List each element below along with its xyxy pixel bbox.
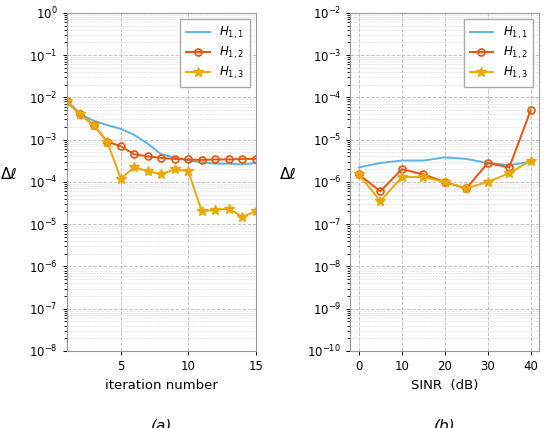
Text: (b): (b) bbox=[434, 419, 455, 428]
Line: $H_{1,2}$: $H_{1,2}$ bbox=[355, 107, 534, 195]
$H_{1,3}$ bbox=[252, 209, 259, 214]
$H_{1,3}$ bbox=[63, 99, 70, 104]
$H_{1,2}$ bbox=[63, 99, 70, 104]
$H_{1,3}$ bbox=[399, 175, 405, 180]
$H_{1,1}$ bbox=[355, 165, 362, 170]
$H_{1,1}$ bbox=[77, 112, 83, 117]
Line: $H_{1,1}$: $H_{1,1}$ bbox=[67, 101, 256, 164]
$H_{1,1}$ bbox=[399, 158, 405, 163]
$H_{1,1}$ bbox=[225, 161, 232, 166]
$H_{1,3}$ bbox=[225, 206, 232, 211]
Line: $H_{1,3}$: $H_{1,3}$ bbox=[62, 97, 261, 222]
$H_{1,3}$ bbox=[77, 112, 83, 117]
X-axis label: SINR  (dB): SINR (dB) bbox=[411, 378, 479, 392]
$H_{1,2}$ bbox=[484, 160, 491, 166]
$H_{1,3}$ bbox=[506, 171, 513, 176]
$H_{1,2}$ bbox=[104, 139, 111, 144]
$H_{1,1}$ bbox=[198, 160, 205, 165]
$H_{1,2}$ bbox=[528, 107, 534, 113]
$H_{1,2}$ bbox=[185, 157, 192, 162]
$H_{1,1}$ bbox=[185, 158, 192, 163]
$H_{1,2}$ bbox=[506, 165, 513, 170]
$H_{1,2}$ bbox=[158, 155, 165, 160]
$H_{1,2}$ bbox=[131, 152, 137, 157]
Legend: $H_{1,1}$, $H_{1,2}$, $H_{1,3}$: $H_{1,1}$, $H_{1,2}$, $H_{1,3}$ bbox=[180, 19, 250, 87]
$H_{1,3}$ bbox=[528, 158, 534, 163]
$H_{1,1}$ bbox=[104, 122, 111, 128]
$H_{1,1}$ bbox=[420, 158, 426, 163]
$H_{1,1}$ bbox=[252, 160, 259, 166]
$H_{1,2}$ bbox=[145, 154, 151, 159]
X-axis label: iteration number: iteration number bbox=[105, 378, 218, 392]
$H_{1,2}$ bbox=[399, 166, 405, 172]
$H_{1,3}$ bbox=[198, 209, 205, 214]
$H_{1,2}$ bbox=[441, 179, 448, 184]
$H_{1,3}$ bbox=[420, 175, 426, 180]
$H_{1,1}$ bbox=[63, 99, 70, 104]
$H_{1,3}$ bbox=[484, 179, 491, 184]
$H_{1,1}$ bbox=[463, 156, 470, 161]
$H_{1,2}$ bbox=[252, 156, 259, 161]
$H_{1,3}$ bbox=[239, 214, 246, 219]
Line: $H_{1,2}$: $H_{1,2}$ bbox=[63, 98, 259, 163]
Line: $H_{1,3}$: $H_{1,3}$ bbox=[354, 156, 535, 206]
$H_{1,1}$ bbox=[484, 160, 491, 166]
$H_{1,2}$ bbox=[463, 186, 470, 191]
$H_{1,2}$ bbox=[198, 158, 205, 163]
$H_{1,2}$ bbox=[239, 156, 246, 161]
$H_{1,2}$ bbox=[377, 189, 384, 194]
$H_{1,1}$ bbox=[528, 159, 534, 164]
Legend: $H_{1,1}$, $H_{1,2}$, $H_{1,3}$: $H_{1,1}$, $H_{1,2}$, $H_{1,3}$ bbox=[464, 19, 533, 87]
$H_{1,3}$ bbox=[441, 179, 448, 184]
$H_{1,1}$ bbox=[506, 163, 513, 168]
$H_{1,3}$ bbox=[145, 169, 151, 174]
$H_{1,1}$ bbox=[131, 132, 137, 137]
$H_{1,3}$ bbox=[212, 207, 219, 212]
$H_{1,2}$ bbox=[225, 157, 232, 162]
$H_{1,2}$ bbox=[77, 112, 83, 117]
Text: (a): (a) bbox=[151, 419, 172, 428]
$H_{1,3}$ bbox=[185, 169, 192, 174]
$H_{1,1}$ bbox=[117, 126, 124, 131]
$H_{1,3}$ bbox=[91, 122, 97, 128]
$H_{1,2}$ bbox=[171, 156, 178, 161]
$H_{1,1}$ bbox=[91, 118, 97, 123]
$H_{1,1}$ bbox=[158, 152, 165, 157]
$H_{1,2}$ bbox=[212, 157, 219, 162]
$H_{1,2}$ bbox=[91, 122, 97, 128]
$H_{1,3}$ bbox=[117, 176, 124, 181]
$H_{1,1}$ bbox=[145, 141, 151, 146]
Line: $H_{1,1}$: $H_{1,1}$ bbox=[359, 158, 531, 167]
$H_{1,3}$ bbox=[104, 139, 111, 144]
$H_{1,1}$ bbox=[171, 155, 178, 160]
$H_{1,3}$ bbox=[171, 166, 178, 172]
$H_{1,3}$ bbox=[355, 172, 362, 177]
$H_{1,3}$ bbox=[158, 172, 165, 177]
$H_{1,2}$ bbox=[117, 144, 124, 149]
$H_{1,1}$ bbox=[239, 162, 246, 167]
$H_{1,3}$ bbox=[131, 165, 137, 170]
$H_{1,2}$ bbox=[420, 172, 426, 177]
$H_{1,1}$ bbox=[441, 155, 448, 160]
$H_{1,3}$ bbox=[463, 186, 470, 191]
$H_{1,1}$ bbox=[377, 160, 384, 166]
Y-axis label: Δℓ: Δℓ bbox=[280, 167, 296, 182]
$H_{1,3}$ bbox=[377, 199, 384, 204]
Y-axis label: Δℓ: Δℓ bbox=[1, 167, 18, 182]
$H_{1,1}$ bbox=[212, 161, 219, 166]
$H_{1,2}$ bbox=[355, 172, 362, 177]
